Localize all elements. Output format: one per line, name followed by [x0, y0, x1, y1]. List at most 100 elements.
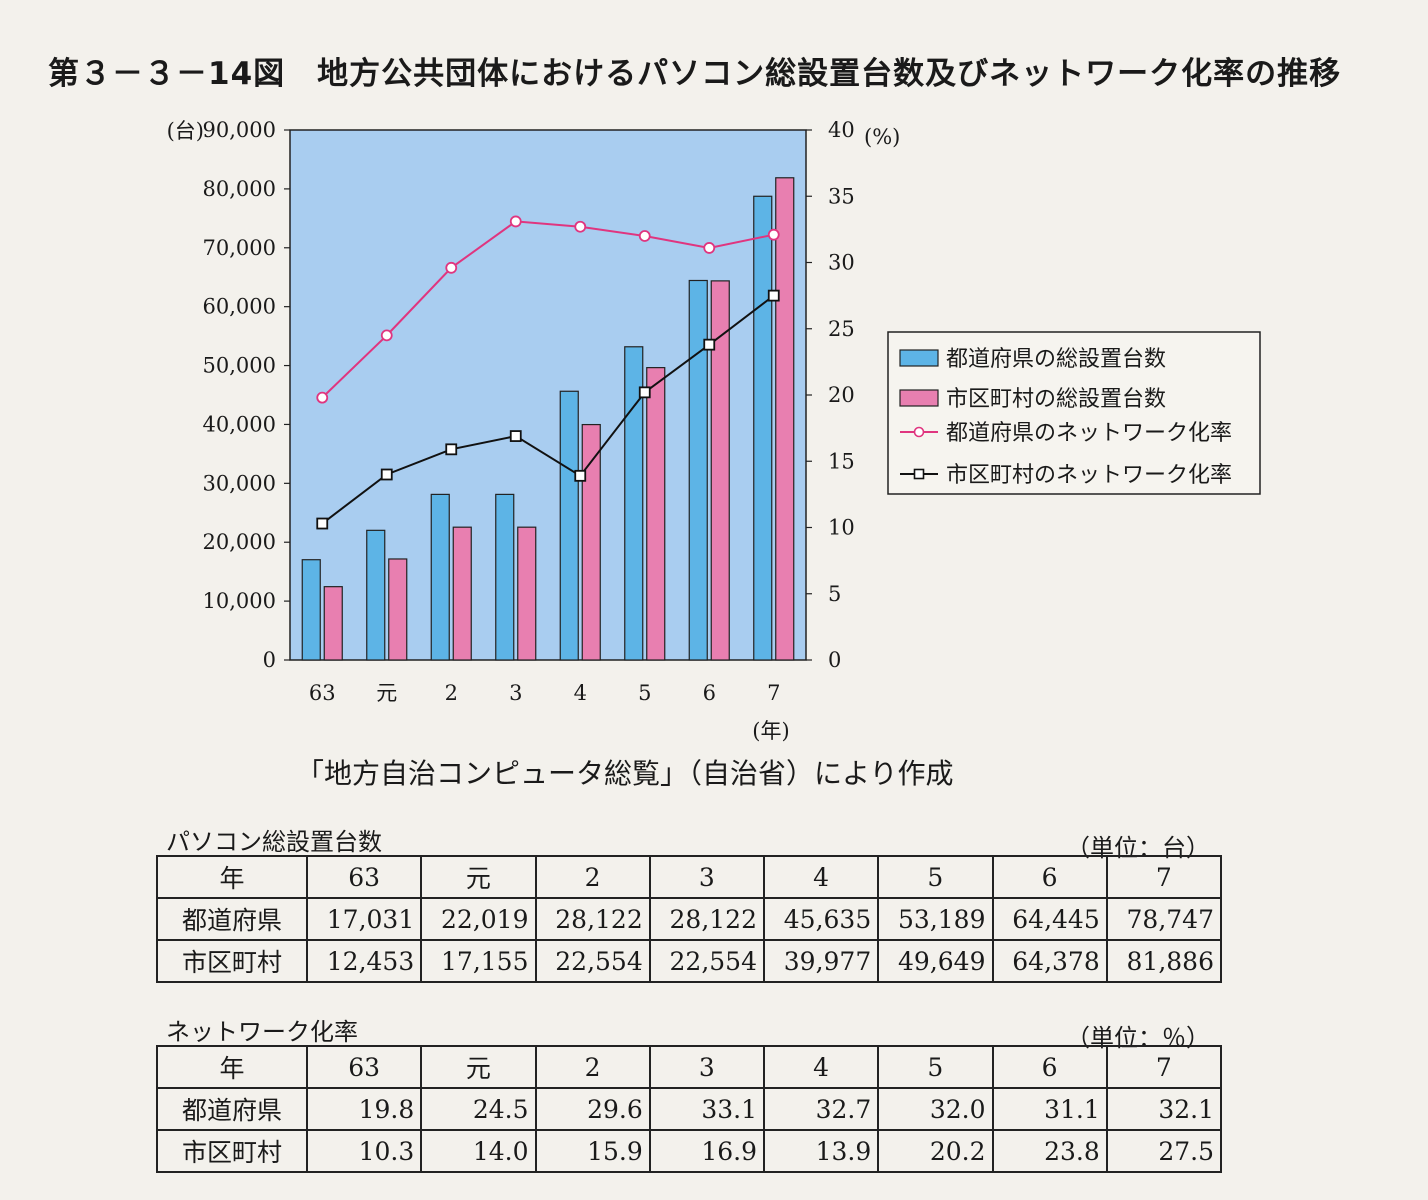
y-left-tick-label: 0 [263, 648, 276, 672]
table-pc-caption: パソコン総設置台数 [166, 828, 382, 856]
y-right-tick-label: 10 [828, 516, 855, 540]
table-cell: 13.9 [762, 1129, 880, 1173]
table-cell: 16.9 [648, 1129, 766, 1173]
point-municipality-rate [574, 469, 587, 482]
header-year: 5 [877, 855, 994, 899]
y-right-tick-label: 35 [828, 184, 855, 208]
row-label: 市区町村 [156, 939, 308, 983]
x-tick-label: 3 [509, 681, 522, 705]
legend-swatch [899, 389, 939, 407]
table-net-caption: ネットワーク化率 [166, 1018, 358, 1046]
row-label: 都道府県 [156, 897, 308, 941]
y-right-tick-label: 25 [828, 317, 855, 341]
y-right-unit: (%) [864, 125, 900, 149]
bar-prefecture [624, 346, 644, 661]
bar-municipality [452, 526, 472, 661]
y-left-tick-label: 90,000 [203, 118, 276, 142]
legend-label: 都道府県の総設置台数 [946, 347, 1166, 372]
point-municipality-rate [509, 430, 522, 442]
y-left-tick-label: 40,000 [203, 412, 276, 436]
legend-label: 市区町村の総設置台数 [946, 387, 1166, 412]
header-year: 7 [1105, 855, 1223, 899]
legend-swatch [899, 349, 939, 367]
table-cell: 29.6 [534, 1087, 651, 1131]
bar-prefecture [559, 390, 579, 661]
table-row: 市区町村 10.3 14.0 15.9 16.9 13.9 20.2 23.8 27.5 [156, 1129, 1223, 1173]
table-cell: 53,189 [877, 897, 994, 941]
point-prefecture-rate [380, 329, 393, 342]
x-tick-label: 63 [309, 681, 336, 705]
point-municipality-rate [767, 289, 780, 302]
table-cell: 15.9 [534, 1129, 651, 1173]
bar-municipality [710, 280, 730, 661]
header-year: 2 [534, 855, 651, 899]
x-tick-label: 4 [574, 681, 587, 705]
table-cell: 19.8 [305, 1087, 423, 1131]
point-prefecture-rate [509, 215, 522, 228]
bar-prefecture [301, 559, 321, 661]
table-cell: 39,977 [762, 939, 880, 983]
point-municipality-rate [380, 468, 393, 481]
point-municipality-rate [703, 338, 716, 351]
point-prefecture-rate [638, 230, 651, 242]
y-left-tick-label: 60,000 [203, 295, 276, 319]
bar-prefecture [753, 195, 773, 661]
table-cell: 64,378 [991, 939, 1108, 983]
table-cell: 23.8 [991, 1129, 1108, 1173]
header-year: 63 [305, 1045, 423, 1089]
header-year: 6 [991, 855, 1108, 899]
table-cell: 17,155 [420, 939, 537, 983]
y-left-tick-label: 10,000 [203, 589, 276, 613]
table-cell: 14.0 [420, 1129, 537, 1173]
table-cell: 78,747 [1105, 897, 1223, 941]
line-municipality-rate [321, 294, 775, 525]
x-tick-label: 元 [376, 681, 397, 705]
y-left-tick-label: 70,000 [203, 236, 276, 260]
bar-prefecture [430, 493, 450, 661]
bar-prefecture [366, 529, 386, 661]
table-cell: 45,635 [762, 897, 880, 941]
y-left-tick-label: 80,000 [203, 177, 276, 201]
table-cell: 22,554 [648, 939, 766, 983]
table-row: 都道府県 19.8 24.5 29.6 33.1 32.7 32.0 31.1 32.1 [156, 1087, 1223, 1131]
chart: 0 10,000 20,000 30,000 40,000 50,000 60,000 70,… [167, 118, 1261, 743]
bar-prefecture [688, 279, 708, 661]
header-year: 元 [420, 1045, 537, 1089]
x-tick-label: 5 [638, 681, 651, 705]
table-cell: 81,886 [1105, 939, 1223, 983]
x-tick-label: 2 [445, 681, 458, 705]
figure-title: 第３－３－14図 地方公共団体におけるパソコン総設置台数及びネットワーク化率の推… [48, 56, 1342, 92]
header-year: 3 [648, 1045, 766, 1089]
table-net: 年 63 元 2 3 4 5 6 7 都道府県 19.8 24.5 29.6 33.1 32.7 32.0 31… [156, 1045, 1223, 1173]
header-year: 7 [1105, 1045, 1223, 1089]
table-cell: 20.2 [877, 1129, 994, 1173]
point-prefecture-rate [316, 391, 329, 404]
header-year: 6 [991, 1045, 1108, 1089]
table-header-row: 年 63 元 2 3 4 5 6 7 [156, 855, 1223, 899]
x-tick-label: 7 [767, 681, 780, 705]
table-cell: 32.7 [762, 1087, 880, 1131]
y-left-tick-label: 30,000 [203, 471, 276, 495]
y-right-tick-label: 40 [828, 118, 855, 142]
table-cell: 64,445 [991, 897, 1108, 941]
header-year: 4 [762, 1045, 880, 1089]
table-cell: 33.1 [648, 1087, 766, 1131]
table-cell: 10.3 [305, 1129, 423, 1173]
x-tick-label: 6 [703, 681, 716, 705]
y-left-tick-label: 20,000 [203, 530, 276, 554]
table-row: 都道府県 17,031 22,019 28,122 28,122 45,635 53,189… [156, 897, 1223, 941]
legend-box [887, 331, 1261, 495]
table-cell: 22,554 [534, 939, 651, 983]
bar-municipality [517, 526, 537, 661]
bar-municipality [646, 367, 666, 661]
y-left-unit: (台) [167, 119, 204, 143]
point-prefecture-rate [767, 228, 780, 241]
legend-label: 市区町村のネットワーク化率 [946, 463, 1232, 488]
table-cell: 12,453 [305, 939, 423, 983]
table-row: 市区町村 12,453 17,155 22,554 22,554 39,977 49,649… [156, 939, 1223, 983]
bar-municipality [581, 423, 601, 661]
header-year: 63 [305, 855, 423, 899]
y-right-tick-label: 20 [828, 383, 855, 407]
source-note: 「地方自治コンピュータ総覧」（自治省）により作成 [296, 757, 954, 790]
header-year: 3 [648, 855, 766, 899]
